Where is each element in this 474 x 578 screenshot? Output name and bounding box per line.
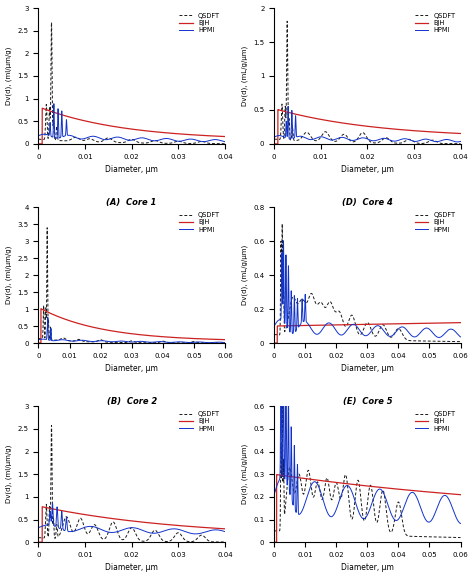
Text: (A)  Core 1: (A) Core 1: [107, 198, 157, 207]
X-axis label: Diameter, μm: Diameter, μm: [105, 364, 158, 373]
Text: (B)  Core 2: (B) Core 2: [107, 397, 157, 406]
Text: (E)  Core 5: (E) Core 5: [343, 397, 392, 406]
Legend: QSDFT, BJH, HPMI: QSDFT, BJH, HPMI: [414, 12, 457, 35]
Y-axis label: Dv(d), (mL/g/μm): Dv(d), (mL/g/μm): [241, 46, 248, 106]
X-axis label: Diameter, μm: Diameter, μm: [105, 564, 158, 572]
Y-axis label: Dv(d), (mL/g/μm): Dv(d), (mL/g/μm): [241, 444, 247, 505]
Y-axis label: Dv(d), (ml/μm/g): Dv(d), (ml/μm/g): [6, 47, 12, 105]
Legend: QSDFT, BJH, HPMI: QSDFT, BJH, HPMI: [178, 12, 221, 35]
X-axis label: Diameter, μm: Diameter, μm: [341, 564, 394, 572]
Y-axis label: Dv(d), (mL/g/μm): Dv(d), (mL/g/μm): [241, 245, 247, 305]
Legend: QSDFT, BJH, HPMI: QSDFT, BJH, HPMI: [414, 410, 457, 433]
Text: (D)  Core 4: (D) Core 4: [342, 198, 393, 207]
X-axis label: Diameter, μm: Diameter, μm: [105, 165, 158, 174]
Legend: QSDFT, BJH, HPMI: QSDFT, BJH, HPMI: [178, 210, 221, 234]
X-axis label: Diameter, μm: Diameter, μm: [341, 165, 394, 174]
Legend: QSDFT, BJH, HPMI: QSDFT, BJH, HPMI: [178, 410, 221, 433]
Legend: QSDFT, BJH, HPMI: QSDFT, BJH, HPMI: [414, 210, 457, 234]
X-axis label: Diameter, μm: Diameter, μm: [341, 364, 394, 373]
Y-axis label: Dv(d), (ml/μm/g): Dv(d), (ml/μm/g): [6, 445, 12, 503]
Y-axis label: Dv(d), (ml/μm/g): Dv(d), (ml/μm/g): [6, 246, 12, 304]
